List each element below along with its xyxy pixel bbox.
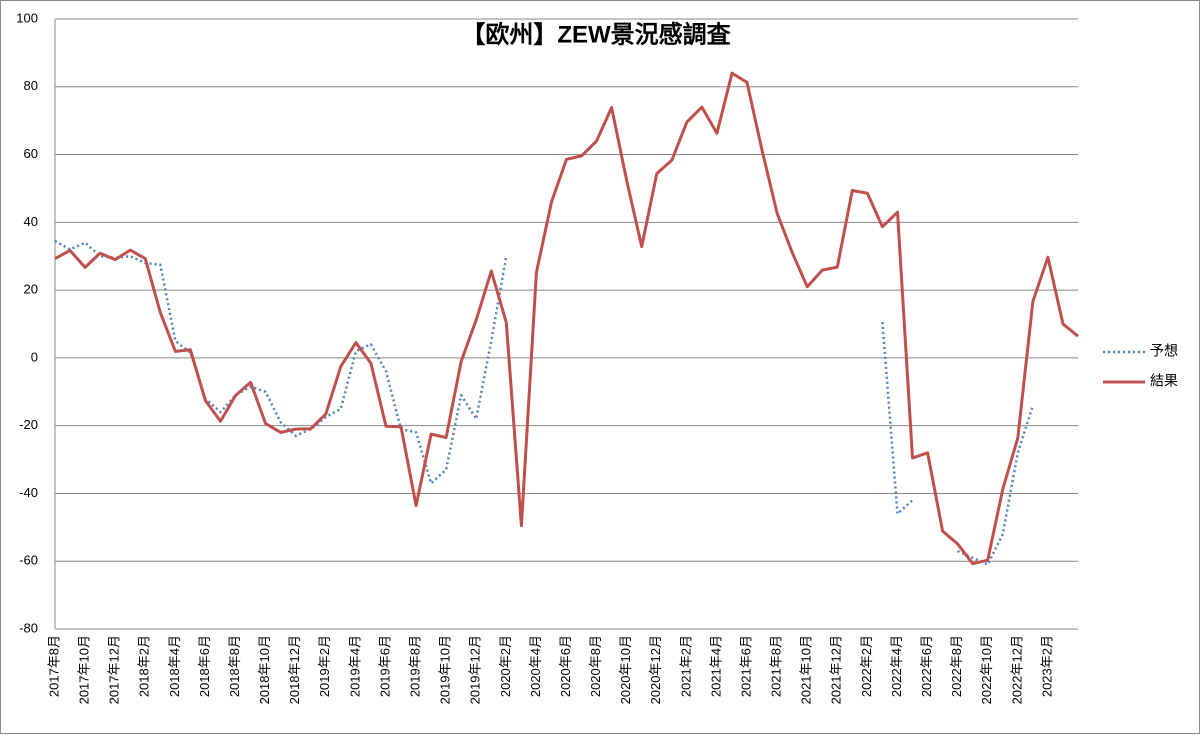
x-tick-label: 2020年6月 <box>558 635 573 697</box>
x-tick-label: 2020年8月 <box>588 635 603 697</box>
y-tick-label: 100 <box>16 10 38 25</box>
x-tick-label: 2021年10月 <box>799 635 814 704</box>
x-tick-label: 2018年10月 <box>257 635 272 704</box>
x-tick-label: 2022年2月 <box>859 635 874 697</box>
y-tick-label: -80 <box>19 620 38 635</box>
series-line <box>54 71 1079 566</box>
y-tick-label: -40 <box>19 485 38 500</box>
x-tick-label: 2019年4月 <box>347 635 362 697</box>
y-tick-label: -20 <box>19 417 38 432</box>
x-tick-label: 2021年6月 <box>738 635 753 697</box>
x-tick-label: 2019年2月 <box>317 635 332 697</box>
x-tick-label: 2018年12月 <box>287 635 302 704</box>
x-tick-label: 2018年6月 <box>197 635 212 697</box>
x-tick-label: 2019年6月 <box>377 635 392 697</box>
x-tick-label: 2022年10月 <box>979 635 994 704</box>
x-tick-label: 2023年2月 <box>1039 635 1054 697</box>
y-tick-label: 60 <box>24 146 38 161</box>
x-tick-label: 2020年2月 <box>498 635 513 697</box>
x-tick-label: 2018年2月 <box>137 635 152 697</box>
x-tick-label: 2019年10月 <box>438 635 453 704</box>
x-tick-label: 2022年6月 <box>919 635 934 697</box>
y-tick-label: 20 <box>24 282 38 297</box>
y-tick-label: 80 <box>24 78 38 93</box>
x-tick-label: 2018年8月 <box>227 635 242 697</box>
x-tick-label: 2017年12月 <box>107 635 122 704</box>
x-tick-label: 2022年4月 <box>889 635 904 697</box>
x-tick-label: 2021年12月 <box>829 635 844 704</box>
chart-title: 【欧州】ZEW景況感調査 <box>461 20 730 48</box>
x-tick-label: 2019年12月 <box>468 635 483 704</box>
x-tick-label: 2022年8月 <box>949 635 964 697</box>
x-tick-label: 2018年4月 <box>167 635 182 697</box>
y-tick-label: 40 <box>24 214 38 229</box>
legend-label: 予想 <box>1150 343 1178 359</box>
x-tick-label: 2019年8月 <box>407 635 422 697</box>
x-tick-label: 2021年4月 <box>708 635 723 697</box>
series-line <box>54 239 1035 566</box>
x-tick-label: 2017年8月 <box>46 635 61 697</box>
x-tick-label: 2021年2月 <box>678 635 693 697</box>
y-tick-label: -60 <box>19 553 38 568</box>
legend-label: 結果 <box>1150 373 1178 389</box>
x-tick-label: 2020年10月 <box>618 635 633 704</box>
x-tick-label: 2020年4月 <box>528 635 543 697</box>
x-tick-label: 2017年10月 <box>77 635 92 704</box>
x-tick-label: 2021年8月 <box>769 635 784 697</box>
x-tick-label: 2022年12月 <box>1009 635 1024 704</box>
x-tick-label: 2020年12月 <box>648 635 663 704</box>
y-tick-label: 0 <box>31 349 38 364</box>
